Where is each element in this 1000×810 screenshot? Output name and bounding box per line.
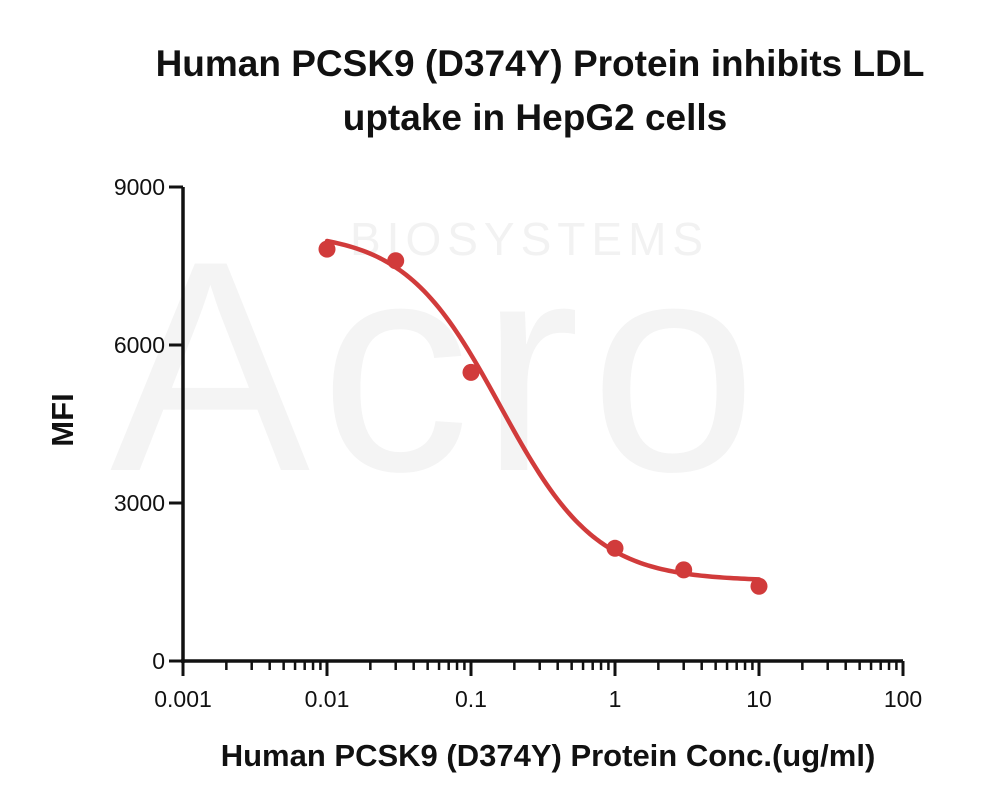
- y-axis-title: MFI: [45, 393, 80, 446]
- x-axis: 0.001 0.01 0.1 1 10 100: [154, 659, 922, 712]
- plot-area: [318, 238, 768, 595]
- data-point: [675, 561, 693, 579]
- data-point: [387, 252, 405, 270]
- chart-title-line-2: uptake in HepG2 cells: [343, 97, 728, 138]
- y-tick-label: 3000: [114, 490, 165, 516]
- y-tick-label: 6000: [114, 332, 165, 358]
- data-point: [318, 240, 336, 258]
- data-point: [750, 577, 768, 595]
- y-tick-label: 0: [152, 648, 165, 674]
- x-tick-label: 0.1: [455, 686, 487, 712]
- x-tick-label: 0.01: [305, 686, 350, 712]
- watermark-subtext: BIOSYSTEMS: [350, 213, 709, 265]
- chart-title-line-1: Human PCSK9 (D374Y) Protein inhibits LDL: [156, 43, 925, 84]
- data-point: [606, 539, 624, 557]
- data-point: [462, 363, 480, 381]
- watermark-logotext: Acro: [110, 198, 767, 534]
- watermark-logo: BIOSYSTEMS Acro: [110, 198, 767, 534]
- x-tick-label: 10: [746, 686, 772, 712]
- y-tick-label: 9000: [114, 174, 165, 200]
- x-tick-label: 1: [609, 686, 622, 712]
- y-axis: 0 3000 6000 9000: [114, 174, 185, 674]
- x-tick-label: 100: [884, 686, 922, 712]
- x-tick-label: 0.001: [154, 686, 212, 712]
- x-axis-title: Human PCSK9 (D374Y) Protein Conc.(ug/ml): [221, 738, 876, 773]
